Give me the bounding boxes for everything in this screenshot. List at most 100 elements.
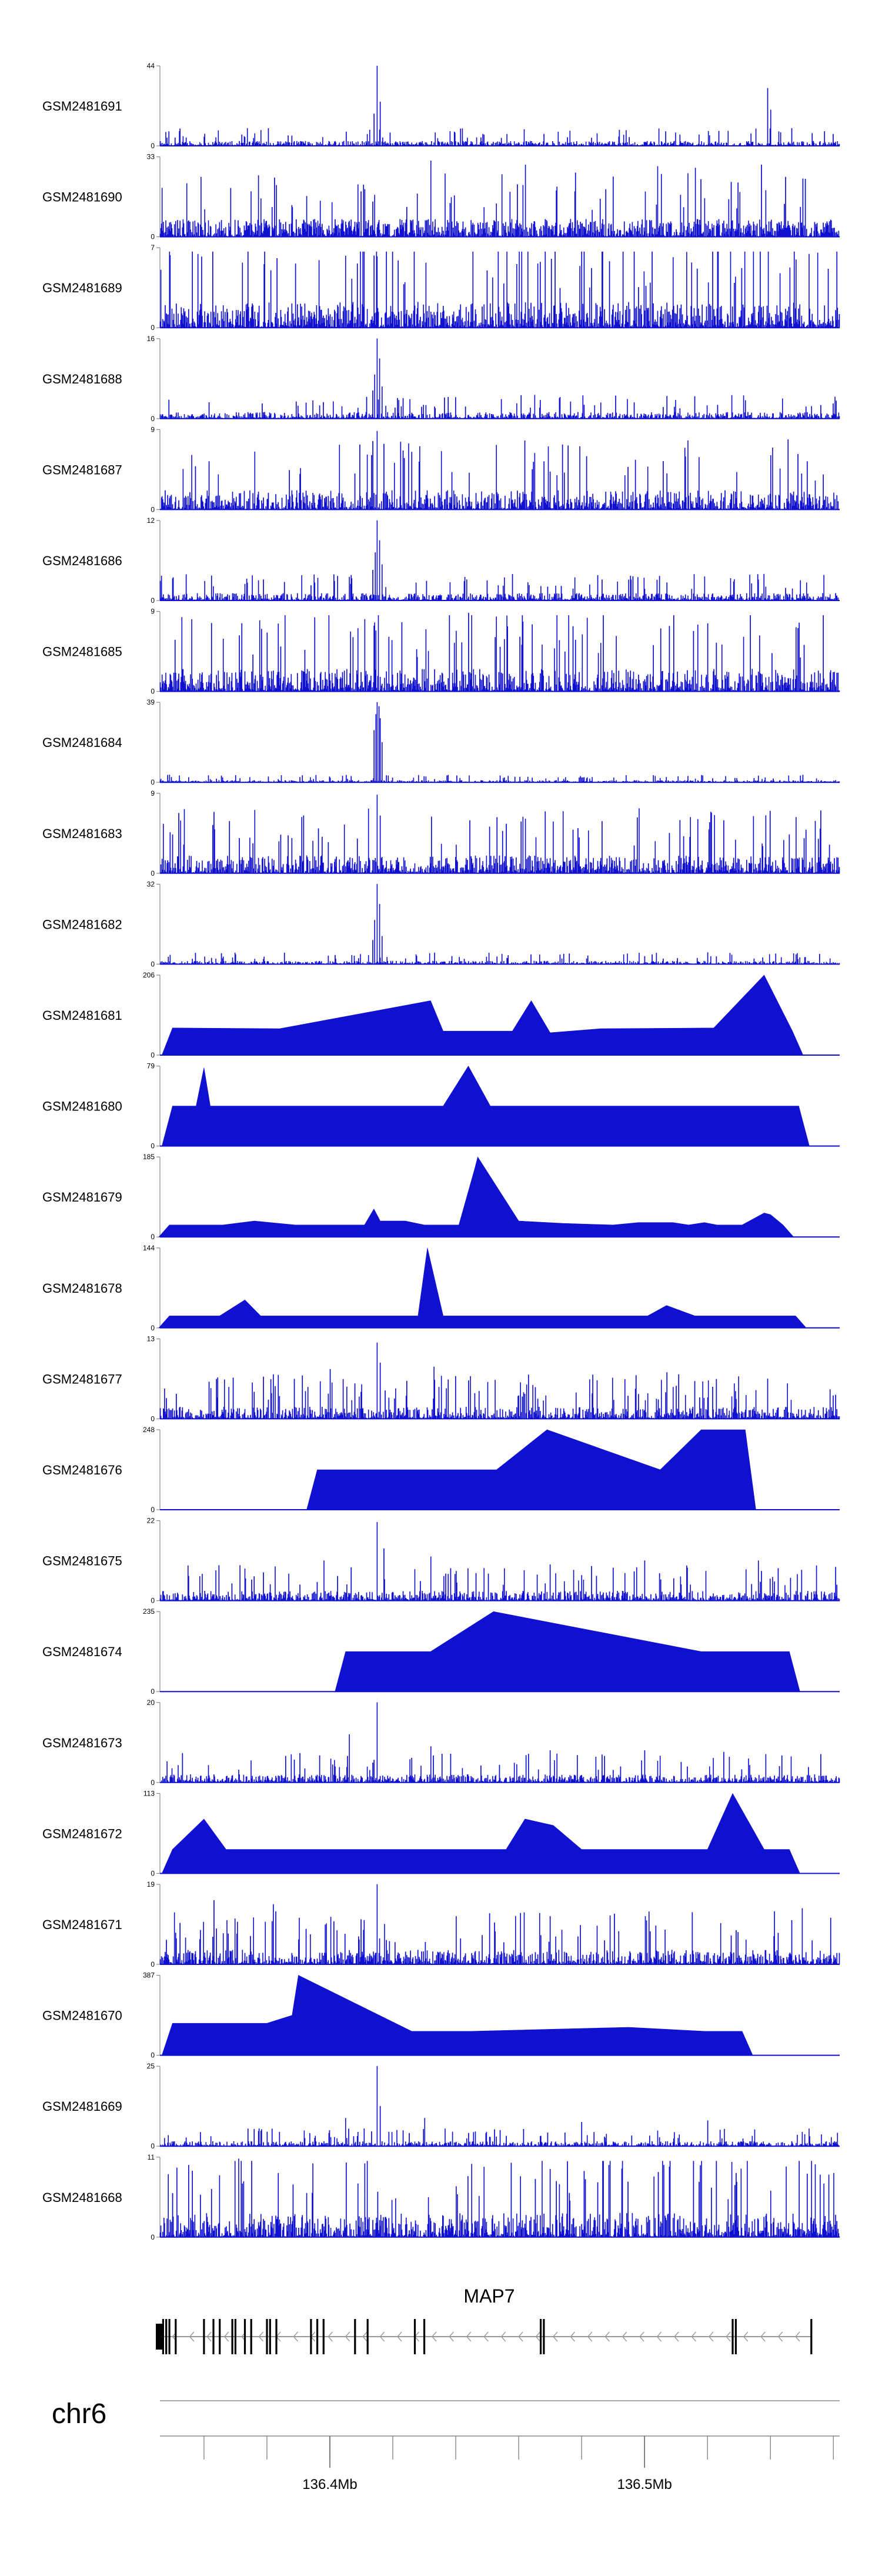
strand-chevron	[432, 2331, 437, 2342]
y-max-label: 9	[151, 608, 155, 616]
gene-exon	[731, 2319, 734, 2354]
track-label: GSM2481680	[42, 1099, 122, 1114]
track-label: GSM2481685	[42, 645, 122, 659]
gene-exon	[354, 2319, 356, 2354]
y-zero-label: 0	[151, 2142, 155, 2150]
track-GSM2481691: GSM2481691 44 0	[42, 62, 840, 150]
gene-exon	[212, 2319, 215, 2354]
genome-axis-track: chr6 136.4Mb 136.5Mb	[52, 2398, 840, 2492]
gene-exon	[322, 2319, 325, 2354]
gene-exon	[543, 2319, 545, 2354]
track-label: GSM2481676	[42, 1463, 122, 1477]
y-max-label: 22	[147, 1517, 155, 1525]
track-label: GSM2481686	[42, 553, 122, 568]
y-zero-label: 0	[151, 1687, 155, 1696]
coverage-area	[158, 1156, 840, 1237]
strand-chevron	[760, 2331, 766, 2342]
coverage-area	[160, 1066, 840, 1146]
y-max-label: 20	[147, 1699, 155, 1707]
y-zero-label: 0	[151, 960, 155, 968]
gene-exon	[540, 2319, 542, 2354]
track-label: GSM2481672	[42, 1826, 122, 1841]
strand-chevron	[587, 2331, 593, 2342]
track-label: GSM2481671	[42, 1917, 122, 1932]
track-GSM2481684: GSM2481684 39 0	[42, 698, 840, 786]
y-max-label: 9	[151, 425, 155, 433]
track-label: GSM2481688	[42, 372, 122, 386]
y-zero-label: 0	[151, 2051, 155, 2060]
gene-exon	[168, 2319, 171, 2354]
gene-name-label: MAP7	[463, 2285, 514, 2307]
gene-exon	[175, 2319, 177, 2354]
y-max-label: 206	[143, 971, 155, 979]
coverage-area	[159, 161, 840, 237]
y-max-label: 11	[148, 2153, 155, 2161]
track-GSM2481669: GSM2481669 25 0	[42, 2062, 840, 2150]
track-label: GSM2481682	[42, 917, 122, 932]
gene-exon	[316, 2319, 319, 2354]
track-label: GSM2481687	[42, 462, 122, 477]
strand-chevron	[293, 2331, 298, 2342]
track-GSM2481668: GSM2481668 11 0	[42, 2153, 840, 2241]
track-GSM2481688: GSM2481688 16 0	[42, 335, 840, 423]
gene-exon	[250, 2319, 252, 2354]
strand-chevron	[777, 2331, 783, 2342]
strand-chevron	[535, 2331, 541, 2342]
y-zero-label: 0	[151, 1324, 155, 1332]
genome-axis: 136.4Mb 136.5Mb	[160, 2400, 840, 2492]
coverage-area	[158, 1247, 840, 1329]
gene-exon	[423, 2319, 426, 2354]
y-max-label: 12	[147, 516, 155, 525]
gene-exon	[310, 2319, 312, 2354]
y-zero-label: 0	[151, 1051, 155, 1059]
y-zero-label: 0	[151, 505, 155, 513]
track-GSM2481687: GSM2481687 9 0	[42, 425, 840, 513]
track-GSM2481675: GSM2481675 22 0	[42, 1517, 840, 1605]
strand-chevron	[795, 2331, 800, 2342]
coverage-area	[159, 338, 840, 419]
coverage-area	[160, 1975, 840, 2056]
gene-exon	[231, 2319, 233, 2354]
track-label: GSM2481677	[42, 1372, 122, 1386]
strand-chevron	[345, 2331, 350, 2342]
strand-chevron	[726, 2331, 731, 2342]
track-label: GSM2481669	[42, 2099, 122, 2114]
strand-chevron	[622, 2331, 627, 2342]
y-zero-label: 0	[151, 415, 155, 423]
y-zero-label: 0	[151, 1233, 155, 1241]
y-zero-label: 0	[151, 1597, 155, 1605]
track-label: GSM2481674	[42, 1644, 122, 1659]
strand-chevron	[328, 2331, 333, 2342]
strand-chevron	[258, 2331, 264, 2342]
gene-annotation-track: MAP7	[156, 2285, 813, 2354]
gene-exon	[162, 2319, 164, 2354]
y-zero-label: 0	[151, 1778, 155, 1787]
track-label: GSM2481673	[42, 1736, 122, 1750]
y-zero-label: 0	[151, 778, 155, 786]
y-max-label: 387	[143, 1971, 155, 1980]
track-GSM2481671: GSM2481671 19 0	[42, 1880, 840, 1968]
gene-exon	[734, 2319, 737, 2354]
coverage-area	[159, 251, 840, 328]
strand-chevron	[483, 2331, 489, 2342]
track-label: GSM2481691	[42, 99, 122, 114]
strand-chevron	[466, 2331, 472, 2342]
y-zero-label: 0	[151, 688, 155, 696]
y-zero-label: 0	[151, 596, 155, 605]
track-label: GSM2481679	[42, 1190, 122, 1204]
gene-exon	[243, 2319, 246, 2354]
strand-chevron	[708, 2331, 714, 2342]
strand-chevron	[570, 2331, 575, 2342]
track-GSM2481682: GSM2481682 32 0	[42, 880, 840, 968]
strand-chevron	[362, 2331, 368, 2342]
strand-chevron	[743, 2331, 749, 2342]
y-max-label: 113	[143, 1789, 155, 1797]
axis-tick-label: 136.5Mb	[617, 2477, 671, 2492]
gene-model	[156, 2319, 813, 2354]
strand-chevron	[604, 2331, 610, 2342]
track-GSM2481676: GSM2481676 248 0	[42, 1426, 840, 1514]
y-zero-label: 0	[151, 1506, 155, 1514]
strand-chevron	[518, 2331, 523, 2342]
track-GSM2481683: GSM2481683 9 0	[42, 789, 840, 877]
